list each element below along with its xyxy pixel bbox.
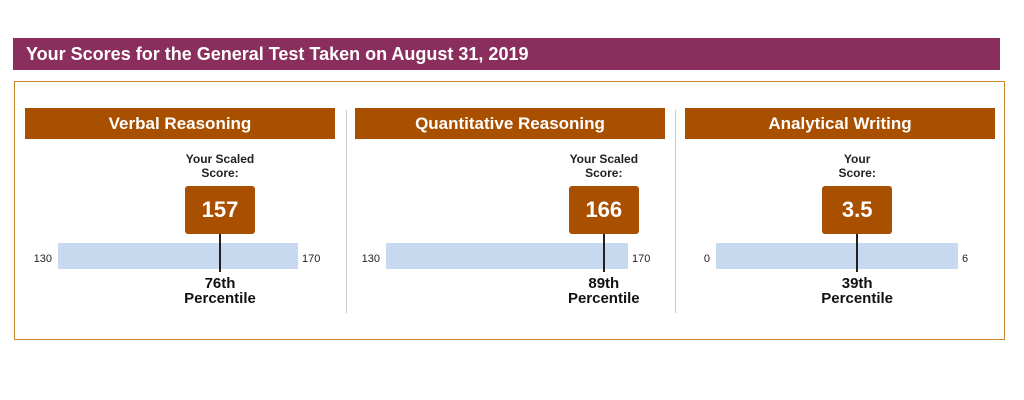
scale-min-label: 130	[33, 253, 52, 265]
score-pointer	[219, 234, 221, 272]
section-header: Analytical Writing	[685, 108, 995, 139]
score-label-line: Your Scaled	[185, 152, 255, 166]
scale-min-label: 0	[703, 253, 710, 265]
score-value-box: 3.5	[822, 186, 893, 234]
score-label-line: Score:	[838, 166, 876, 180]
score-value-box: 166	[568, 186, 639, 234]
scale-max-label: 170	[632, 253, 651, 265]
column-divider	[346, 110, 347, 313]
score-pointer	[856, 234, 859, 272]
section-header: Verbal Reasoning	[25, 108, 335, 139]
section-header: Quantitative Reasoning	[355, 108, 665, 139]
percentile-rank: 89th	[588, 275, 620, 292]
score-label-line: Your Scaled	[569, 152, 639, 166]
score-scale-bar	[58, 243, 298, 269]
section-verbal-reasoning: Verbal Reasoning Your Scaled Score: 157 …	[25, 108, 335, 313]
percentile-word: Percentile	[567, 290, 640, 307]
score-pointer	[602, 234, 605, 272]
section-quantitative-reasoning: Quantitative Reasoning Your Scaled Score…	[355, 108, 665, 313]
section-analytical-writing: Analytical Writing Your Score: 3.5 0 6 3…	[685, 108, 995, 313]
score-label-line: Your	[843, 152, 871, 166]
percentile-label: 76th Percentile	[150, 276, 290, 306]
percentile-label: 39th Percentile	[787, 276, 927, 306]
column-divider	[675, 110, 676, 313]
scale-max-label: 170	[302, 253, 321, 265]
percentile-rank: 76th	[204, 275, 236, 292]
score-scale-bar	[386, 243, 628, 269]
percentile-rank: 39th	[841, 275, 873, 292]
page-title: Your Scores for the General Test Taken o…	[13, 38, 1000, 70]
score-label-line: Score:	[201, 166, 239, 180]
percentile-word: Percentile	[184, 290, 256, 307]
scale-max-label: 6	[962, 253, 969, 265]
scores-container	[14, 81, 1005, 340]
score-label: Your Scaled Score:	[544, 152, 664, 180]
percentile-word: Percentile	[821, 290, 894, 307]
scale-min-label: 130	[361, 253, 380, 265]
score-label: Your Score:	[797, 152, 917, 180]
percentile-label: 89th Percentile	[534, 276, 674, 306]
score-label-line: Score:	[585, 166, 623, 180]
score-value-box: 157	[185, 186, 255, 234]
score-scale-bar	[716, 243, 958, 269]
score-label: Your Scaled Score:	[160, 152, 280, 180]
